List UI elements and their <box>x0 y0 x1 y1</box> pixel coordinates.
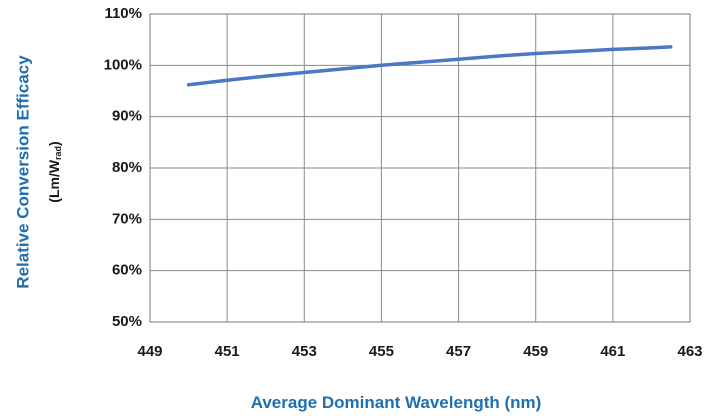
y-tick-label: 50% <box>112 313 142 330</box>
y-tick-label: 90% <box>112 108 142 125</box>
y-axis-title: Relative Conversion Efficacy <box>13 55 32 289</box>
y-axis-ticks: 50% 60% 70% 80% 90% 100% 110% <box>104 5 142 330</box>
series-layer <box>186 45 673 87</box>
x-tick-label: 451 <box>215 343 240 360</box>
y-tick-label: 110% <box>104 5 142 22</box>
x-tick-label: 463 <box>677 343 702 360</box>
y-axis-unit-subscript: rad <box>53 146 63 160</box>
x-tick-label: 453 <box>292 343 317 360</box>
y-tick-label: 100% <box>104 56 142 73</box>
y-axis-unit-group: (Lm/Wrad) <box>46 141 64 202</box>
series-line <box>186 45 673 87</box>
y-tick-label: 80% <box>112 159 142 176</box>
y-axis-title-group: Relative Conversion Efficacy <box>13 55 32 289</box>
y-tick-label: 60% <box>112 262 142 279</box>
grid <box>149 13 691 323</box>
y-tick-label: 70% <box>112 210 142 227</box>
plot-frame <box>149 13 691 323</box>
x-axis-ticks: 449 451 453 455 457 459 461 463 <box>137 343 702 360</box>
x-tick-label: 455 <box>369 343 394 360</box>
x-tick-label: 459 <box>523 343 548 360</box>
y-axis-unit-main: (Lm/W <box>46 159 62 203</box>
x-tick-label: 457 <box>446 343 471 360</box>
y-axis-unit: (Lm/Wrad) <box>46 141 64 202</box>
plot-border <box>149 13 691 323</box>
x-tick-label: 449 <box>137 343 162 360</box>
y-axis-unit-close: ) <box>46 141 62 146</box>
x-tick-label: 461 <box>600 343 625 360</box>
x-axis-title: Average Dominant Wavelength (nm) <box>251 393 542 412</box>
